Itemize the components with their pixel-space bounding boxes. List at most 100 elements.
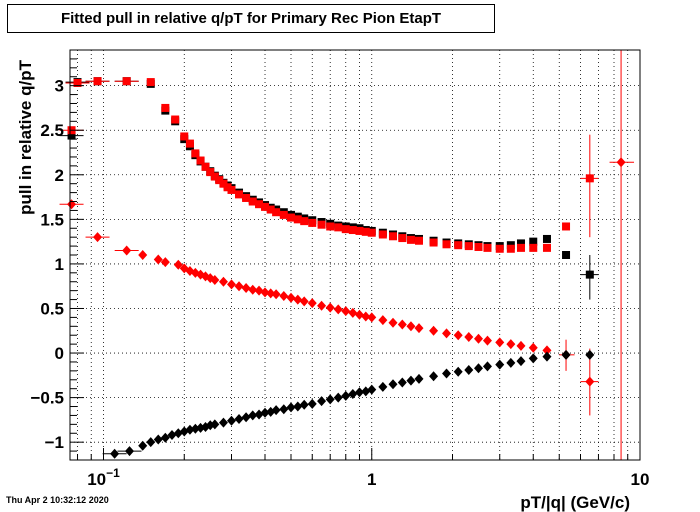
diamond-marker [414, 323, 424, 334]
diamond-marker [317, 300, 327, 311]
diamond-marker [442, 368, 452, 379]
diamond-marker [464, 364, 474, 375]
square-marker [180, 132, 189, 141]
diamond-marker [299, 399, 309, 410]
square-marker [308, 218, 317, 227]
diamond-marker [333, 304, 343, 315]
square-marker [248, 197, 257, 206]
square-marker [161, 103, 170, 112]
diamond-marker [561, 349, 571, 360]
diamond-marker [354, 309, 364, 320]
diamond-marker [585, 376, 595, 387]
diamond-marker [271, 289, 281, 300]
square-marker [542, 234, 551, 243]
square-marker [67, 131, 76, 140]
diamond-marker [464, 332, 474, 342]
square-marker [542, 243, 551, 252]
y-tick-label: 2.5 [40, 121, 64, 140]
square-marker [355, 226, 364, 235]
square-marker [406, 235, 415, 244]
square-marker [235, 190, 244, 199]
square-marker [388, 232, 397, 241]
square-marker [464, 242, 473, 251]
y-tick-label: −1 [45, 433, 64, 452]
diamond-marker [138, 440, 148, 451]
diamond-marker [218, 276, 228, 287]
diamond-marker [241, 412, 251, 423]
diamond-marker [406, 375, 416, 386]
diamond-marker [226, 279, 236, 290]
diamond-marker [138, 250, 148, 260]
square-marker [348, 226, 357, 235]
diamond-marker [271, 405, 281, 416]
square-marker [191, 149, 200, 158]
diamond-marker [367, 312, 377, 323]
square-marker [242, 193, 251, 202]
square-marker [272, 208, 281, 217]
square-marker [378, 230, 387, 239]
grid [70, 50, 641, 460]
diamond-marker [279, 404, 289, 415]
diamond-marker [293, 294, 303, 305]
timestamp: Thu Apr 2 10:32:12 2020 [6, 495, 109, 505]
y-tick-label: 3 [55, 77, 64, 96]
diamond-marker [153, 434, 163, 445]
diamond-marker [482, 361, 492, 372]
square-marker [454, 241, 463, 250]
tick-labels: −1 −0.5 0 0.5 1 1.5 2 2.5 3 10−1 1 10 [30, 77, 649, 489]
diamond-marker [266, 288, 276, 299]
square-marker [483, 243, 492, 252]
y-tick-label: 0.5 [40, 299, 64, 318]
y-tick-label: −0.5 [30, 389, 64, 408]
square-marker [414, 236, 423, 245]
diamond-marker [226, 415, 236, 426]
square-marker [361, 227, 370, 236]
diamond-marker [279, 291, 289, 301]
x-tick-label: 10 [631, 470, 650, 489]
y-tick-label: 0 [55, 344, 64, 363]
diamond-marker [234, 281, 244, 292]
square-marker [326, 222, 335, 231]
square-marker [215, 176, 224, 185]
square-marker [210, 172, 219, 181]
square-marker [495, 244, 504, 253]
square-marker [287, 213, 296, 222]
square-marker [146, 78, 155, 87]
diamond-marker [93, 232, 103, 243]
diamond-marker [367, 384, 377, 395]
diamond-marker [516, 356, 526, 367]
diamond-marker [218, 417, 228, 428]
diamond-marker [248, 410, 258, 421]
diamond-marker [317, 396, 327, 407]
diamond-marker [307, 298, 317, 309]
square-marker [317, 220, 326, 229]
diamond-marker [299, 296, 309, 307]
diamond-marker [474, 363, 484, 374]
diamond-marker [341, 390, 351, 401]
diamond-marker [506, 357, 516, 368]
diamond-marker [67, 199, 77, 210]
diamond-marker [495, 359, 505, 370]
square-marker [562, 251, 571, 259]
square-marker [93, 77, 102, 86]
diamond-marker [542, 351, 552, 362]
x-tick-label: 10−1 [87, 466, 120, 489]
diamond-marker [397, 319, 407, 330]
diamond-marker [348, 389, 358, 400]
diamond-marker [153, 254, 163, 265]
diamond-marker [241, 282, 251, 293]
square-marker [334, 223, 343, 232]
diamond-marker [429, 325, 439, 336]
axis-ticks [70, 49, 641, 460]
diamond-marker [528, 342, 538, 353]
diamond-marker [325, 302, 335, 313]
square-marker [201, 162, 210, 171]
diamond-marker [293, 401, 303, 412]
x-tick-label: 1 [367, 470, 376, 489]
diamond-marker [286, 402, 296, 413]
square-marker [185, 139, 194, 148]
square-marker [341, 225, 350, 234]
square-marker [562, 222, 571, 231]
diamond-marker [286, 292, 296, 303]
diamond-marker [585, 349, 595, 360]
